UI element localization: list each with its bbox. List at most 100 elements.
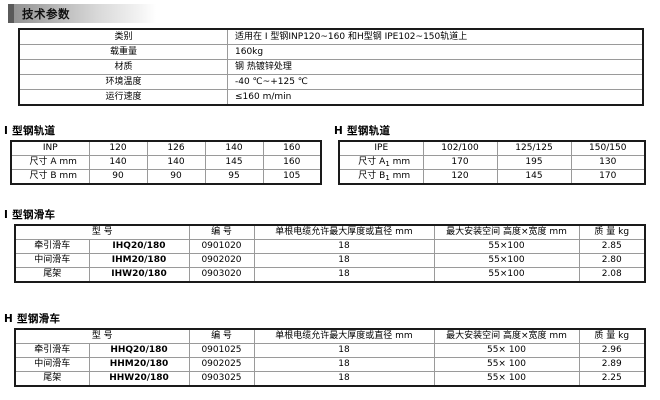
h-beam-trolley-table: 型 号 编 号 单根电缆允许最大厚度或直径 mm 最大安装空间 高度×宽度 mm… <box>14 328 646 387</box>
i-track-a-value: 140 <box>146 155 206 170</box>
table-row: 尾架 IHW20/180 0903020 18 55×100 2.08 <box>14 267 646 283</box>
h-track-label-b1-text: 尺寸 B <box>358 171 386 181</box>
h-track-label-a1-text: 尺寸 A <box>358 157 386 167</box>
table-row: 尺寸 B mm 90 90 95 105 <box>10 169 322 185</box>
i-trolley-weight: 2.80 <box>578 253 646 268</box>
table-row: 环境温度 -40 ℃~+125 ℃ <box>18 74 644 90</box>
h-trolley-code: 0901025 <box>188 343 255 358</box>
i-track-b-value: 105 <box>262 169 322 185</box>
h-trolley-code: 0902025 <box>188 357 255 372</box>
h-track-header-ipe: IPE <box>338 140 424 156</box>
i-track-b-value: 90 <box>146 169 206 185</box>
i-trolley-weight: 2.08 <box>578 267 646 283</box>
h-trolley-model: HHM20/180 <box>88 357 190 372</box>
i-trolley-space: 55×100 <box>433 253 580 268</box>
i-trolley-cable: 18 <box>253 253 435 268</box>
h-trolley-model: HHQ20/180 <box>88 343 190 358</box>
banner-accent-bar <box>8 4 14 23</box>
table-row: 类别 适用在 I 型钢INP120~160 和H型钢 IPE102~150轨道上 <box>18 28 644 45</box>
h-track-ipe-value: 125/125 <box>496 140 572 156</box>
i-track-label-b: 尺寸 B mm <box>10 169 90 185</box>
table-row: 尺寸 A1 mm 170 195 130 <box>338 155 646 170</box>
i-track-a-value: 145 <box>204 155 264 170</box>
h-trolley-name: 中间滑车 <box>14 357 90 372</box>
heading-i-beam-trolley: I 型钢滑车 <box>4 209 56 221</box>
table-header-row: 型 号 编 号 单根电缆允许最大厚度或直径 mm 最大安装空间 高度×宽度 mm… <box>14 224 646 240</box>
i-trolley-model: IHW20/180 <box>88 267 190 283</box>
i-trolley-model: IHQ20/180 <box>88 239 190 254</box>
spec-value-load: 160kg <box>227 44 644 60</box>
h-trolley-header-code: 编 号 <box>188 328 255 344</box>
i-trolley-cable: 18 <box>253 239 435 254</box>
spec-label-temperature: 环境温度 <box>18 74 228 90</box>
h-trolley-model: HHW20/180 <box>88 371 190 387</box>
section-title-banner: 技术参数 <box>8 4 156 23</box>
spec-value-temperature: -40 ℃~+125 ℃ <box>227 74 644 90</box>
h-trolley-space: 55× 100 <box>433 343 580 358</box>
table-header-row: 型 号 编 号 单根电缆允许最大厚度或直径 mm 最大安装空间 高度×宽度 mm… <box>14 328 646 344</box>
h-track-a1-value: 195 <box>496 155 572 170</box>
i-trolley-header-model: 型 号 <box>14 224 190 240</box>
i-track-b-value: 95 <box>204 169 264 185</box>
spec-label-material: 材质 <box>18 59 228 75</box>
h-trolley-header-space: 最大安装空间 高度×宽度 mm <box>433 328 580 344</box>
spec-value-category: 适用在 I 型钢INP120~160 和H型钢 IPE102~150轨道上 <box>227 28 644 45</box>
table-row: 尾架 HHW20/180 0903025 18 55× 100 2.25 <box>14 371 646 387</box>
h-trolley-code: 0903025 <box>188 371 255 387</box>
table-row: IPE 102/100 125/125 150/150 <box>338 140 646 156</box>
h-track-b1-value: 145 <box>496 169 572 185</box>
i-beam-track-table: INP 120 126 140 160 尺寸 A mm 140 140 145 … <box>10 140 322 185</box>
i-trolley-header-space: 最大安装空间 高度×宽度 mm <box>433 224 580 240</box>
i-track-inp-value: 120 <box>88 140 148 156</box>
h-trolley-cable: 18 <box>253 357 435 372</box>
h-track-a1-value: 130 <box>570 155 646 170</box>
technical-parameters-table: 类别 适用在 I 型钢INP120~160 和H型钢 IPE102~150轨道上… <box>18 28 644 106</box>
i-trolley-space: 55×100 <box>433 239 580 254</box>
heading-h-beam-trolley: H 型钢滑车 <box>4 313 61 325</box>
i-trolley-name: 尾架 <box>14 267 90 283</box>
i-trolley-header-weight: 质 量 kg <box>578 224 646 240</box>
heading-i-beam-track: I 型钢轨道 <box>4 125 56 137</box>
i-beam-trolley-table: 型 号 编 号 单根电缆允许最大厚度或直径 mm 最大安装空间 高度×宽度 mm… <box>14 224 646 283</box>
i-trolley-header-cable: 单根电缆允许最大厚度或直径 mm <box>253 224 435 240</box>
table-row: 牵引滑车 IHQ20/180 0901020 18 55×100 2.85 <box>14 239 646 254</box>
i-trolley-header-code: 编 号 <box>188 224 255 240</box>
i-track-inp-value: 126 <box>146 140 206 156</box>
table-row: 中间滑车 IHM20/180 0902020 18 55×100 2.80 <box>14 253 646 268</box>
heading-h-beam-track: H 型钢轨道 <box>334 125 391 137</box>
i-trolley-weight: 2.85 <box>578 239 646 254</box>
h-track-label-b1-unit: mm <box>389 171 411 181</box>
table-row: 尺寸 A mm 140 140 145 160 <box>10 155 322 170</box>
i-trolley-name: 牵引滑车 <box>14 239 90 254</box>
table-row: INP 120 126 140 160 <box>10 140 322 156</box>
spec-value-material: 钢 热镀锌处理 <box>227 59 644 75</box>
table-row: 尺寸 B1 mm 120 145 170 <box>338 169 646 185</box>
i-trolley-model: IHM20/180 <box>88 253 190 268</box>
table-row: 载重量 160kg <box>18 44 644 60</box>
h-trolley-header-weight: 质 量 kg <box>578 328 646 344</box>
spec-label-category: 类别 <box>18 28 228 45</box>
table-row: 牵引滑车 HHQ20/180 0901025 18 55× 100 2.96 <box>14 343 646 358</box>
i-track-header-inp: INP <box>10 140 90 156</box>
spec-label-load: 载重量 <box>18 44 228 60</box>
h-beam-track-table: IPE 102/100 125/125 150/150 尺寸 A1 mm 170… <box>338 140 646 185</box>
i-trolley-cable: 18 <box>253 267 435 283</box>
h-trolley-cable: 18 <box>253 343 435 358</box>
h-trolley-header-cable: 单根电缆允许最大厚度或直径 mm <box>253 328 435 344</box>
h-trolley-header-model: 型 号 <box>14 328 190 344</box>
h-trolley-name: 牵引滑车 <box>14 343 90 358</box>
h-trolley-weight: 2.96 <box>578 343 646 358</box>
h-trolley-space: 55× 100 <box>433 357 580 372</box>
h-track-b1-value: 120 <box>422 169 498 185</box>
h-track-label-a1-unit: mm <box>389 157 411 167</box>
h-trolley-space: 55× 100 <box>433 371 580 387</box>
h-track-b1-value: 170 <box>570 169 646 185</box>
h-trolley-weight: 2.25 <box>578 371 646 387</box>
i-track-a-value: 160 <box>262 155 322 170</box>
i-trolley-code: 0902020 <box>188 253 255 268</box>
table-row: 材质 钢 热镀锌处理 <box>18 59 644 75</box>
h-track-label-a1-sub: 1 <box>385 160 390 168</box>
i-trolley-code: 0903020 <box>188 267 255 283</box>
spec-value-speed: ≤160 m/min <box>227 89 644 106</box>
h-track-label-a1: 尺寸 A1 mm <box>338 155 424 170</box>
